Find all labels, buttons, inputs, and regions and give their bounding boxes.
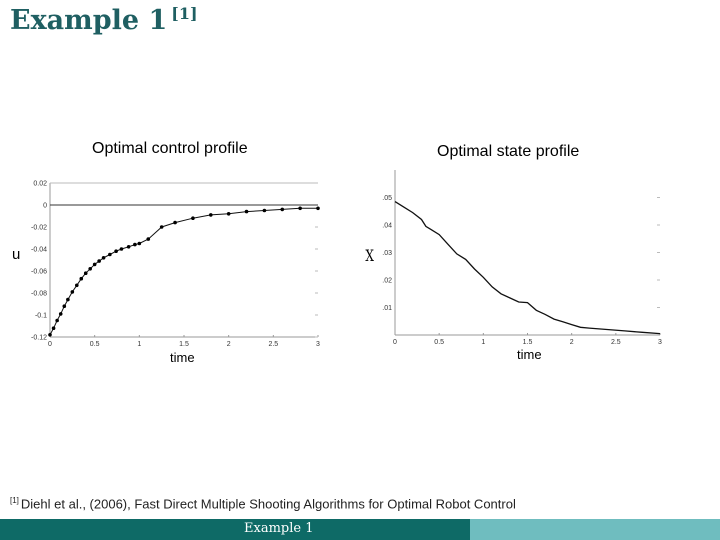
control-data-point xyxy=(114,249,118,253)
state-y-axis-label: X xyxy=(365,246,374,265)
control-data-point xyxy=(262,208,267,213)
control-y-tick-label: 0.02 xyxy=(33,181,47,188)
control-x-tick-label: 1.5 xyxy=(179,341,189,348)
footer-segment-middle xyxy=(232,519,470,540)
state-plot-title: Optimal state profile xyxy=(437,143,580,160)
footnote-text: Diehl et al., (2006), Fast Direct Multip… xyxy=(20,496,516,512)
footer-label: Example 1 xyxy=(244,521,314,536)
control-y-tick-label: -0.1 xyxy=(35,313,47,320)
state-x-tick-label: 0 xyxy=(393,339,397,346)
control-data-point xyxy=(58,312,63,316)
control-data-point xyxy=(159,225,164,229)
control-data-point xyxy=(191,216,195,220)
control-data-point xyxy=(66,297,70,302)
control-data-point xyxy=(137,241,142,246)
footer-bar: Example 1 xyxy=(0,519,720,540)
control-y-tick-label: -0.02 xyxy=(31,225,47,232)
state-y-tick-label: .04 xyxy=(382,223,392,230)
control-data-point xyxy=(244,209,249,214)
control-data-point xyxy=(92,262,97,267)
control-data-point xyxy=(55,318,59,323)
control-data-point xyxy=(173,220,177,225)
state-x-tick-label: 2.5 xyxy=(611,339,621,346)
control-data-point xyxy=(97,259,101,263)
control-data-point xyxy=(316,206,320,211)
control-x-tick-label: 1 xyxy=(137,341,141,348)
control-x-tick-label: 2.5 xyxy=(268,341,278,348)
control-data-point xyxy=(48,333,52,337)
footnote: [1] Diehl et al., (2006), Fast Direct Mul… xyxy=(10,496,516,511)
state-x-tick-label: 0.5 xyxy=(434,339,444,346)
state-y-tick-label: .05 xyxy=(382,195,392,202)
state-x-tick-label: 1.5 xyxy=(523,339,533,346)
control-x-tick-label: 0 xyxy=(48,341,52,348)
control-data-point xyxy=(298,206,302,211)
control-data-point xyxy=(88,267,92,271)
control-data-point xyxy=(126,245,131,249)
state-x-tick-label: 1 xyxy=(481,339,485,346)
state-x-axis-label: time xyxy=(517,347,542,362)
state-series-line xyxy=(394,201,661,335)
control-x-tick-label: 3 xyxy=(316,341,320,348)
control-y-tick-label: -0.08 xyxy=(31,291,47,298)
control-data-point xyxy=(83,271,88,276)
control-x-tick-label: 2 xyxy=(227,341,231,348)
control-x-tick-label: 0.5 xyxy=(90,341,100,348)
control-data-point xyxy=(101,255,106,260)
control-data-point xyxy=(108,252,112,257)
control-y-tick-label: -0.12 xyxy=(31,335,47,342)
control-data-point xyxy=(79,276,84,281)
control-y-tick-label: -0.06 xyxy=(31,269,47,276)
slide-title-text: Example 1 xyxy=(10,5,168,36)
control-data-point xyxy=(226,212,231,216)
footnote-reference: [1] xyxy=(10,496,19,505)
footer-segment-left xyxy=(0,519,232,540)
control-data-point xyxy=(75,283,79,288)
control-data-point xyxy=(119,247,124,251)
slide-title: Example 1 [1] xyxy=(10,4,198,36)
state-y-tick-label: .03 xyxy=(382,250,392,257)
state-x-tick-label: 2 xyxy=(570,339,574,346)
control-data-point xyxy=(51,326,56,331)
control-plot-title: Optimal control profile xyxy=(92,140,248,157)
state-y-tick-label: .01 xyxy=(382,305,392,312)
control-data-point xyxy=(209,213,213,217)
footer-segment-right xyxy=(470,519,720,540)
control-data-point xyxy=(62,304,67,309)
control-x-axis-label: time xyxy=(170,350,195,365)
control-y-tick-label: -0.04 xyxy=(31,247,47,254)
state-y-tick-label: .02 xyxy=(382,278,392,285)
control-data-point xyxy=(133,242,137,247)
control-data-point xyxy=(146,237,151,241)
state-x-tick-label: 3 xyxy=(658,339,662,346)
control-y-axis-label: u xyxy=(12,246,21,263)
control-y-tick-label: 0 xyxy=(43,203,47,210)
control-data-point xyxy=(280,207,285,212)
title-reference: [1] xyxy=(171,4,198,23)
control-data-point xyxy=(70,290,75,294)
